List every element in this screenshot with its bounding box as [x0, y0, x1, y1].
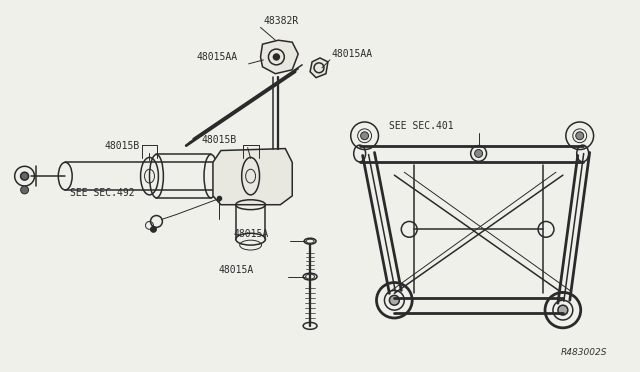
Text: 48015AA: 48015AA	[332, 49, 373, 59]
Circle shape	[361, 132, 369, 140]
Text: 48382R: 48382R	[264, 16, 299, 26]
Circle shape	[273, 54, 279, 60]
Text: 48015A: 48015A	[219, 265, 254, 275]
Circle shape	[475, 150, 483, 157]
Polygon shape	[310, 58, 328, 78]
Polygon shape	[213, 148, 292, 205]
Text: 48015B: 48015B	[201, 135, 236, 145]
Circle shape	[20, 186, 29, 194]
Circle shape	[576, 132, 584, 140]
Text: SEE SEC.492: SEE SEC.492	[70, 188, 135, 198]
Text: 48015AA: 48015AA	[196, 52, 237, 62]
Text: SEE SEC.401: SEE SEC.401	[389, 121, 454, 131]
Circle shape	[20, 172, 29, 180]
Polygon shape	[260, 40, 298, 74]
Text: R483002S: R483002S	[561, 349, 607, 357]
Circle shape	[150, 227, 156, 232]
Circle shape	[389, 295, 399, 305]
Circle shape	[558, 305, 568, 315]
Text: 48015B: 48015B	[105, 141, 140, 151]
Text: 48015A: 48015A	[234, 229, 269, 239]
